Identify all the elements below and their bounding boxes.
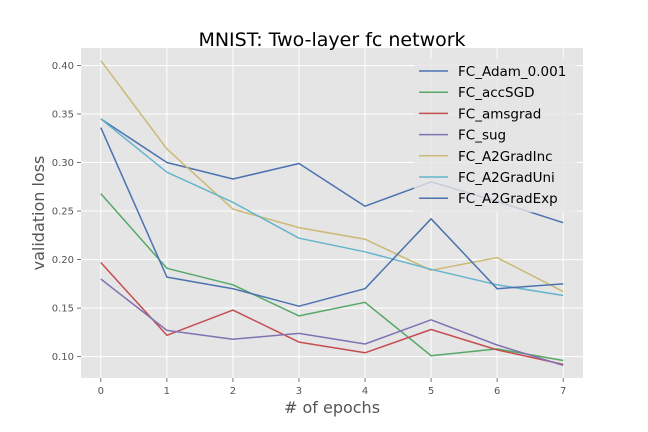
x-tick-label: 2 — [230, 386, 236, 397]
x-tick-label: 6 — [494, 386, 500, 397]
x-tick-label: 4 — [362, 386, 368, 397]
series-line-fc-sug — [100, 278, 564, 367]
x-tick-label: 3 — [296, 386, 302, 397]
legend-entry-label: FC_sug — [458, 128, 506, 144]
y-tick-label: 0.15 — [52, 304, 74, 315]
chart-title: MNIST: Two-layer fc network — [198, 29, 465, 51]
series-lines — [100, 60, 564, 367]
series-line-fc-amsgrad — [100, 261, 564, 366]
y-tick-label: 0.25 — [52, 207, 74, 218]
legend-entry-label: FC_Adam_0.001 — [458, 64, 566, 80]
legend-entry-label: FC_A2GradUni — [458, 170, 555, 186]
legend-entry-label: FC_accSGD — [458, 85, 535, 101]
y-tick-label: 0.30 — [52, 158, 74, 169]
series-line-fc-a2gradinc — [100, 60, 564, 293]
x-tick-label: 5 — [428, 386, 434, 397]
y-tick-labels: 0.10 0.15 0.20 0.25 0.30 0.35 0.40 — [52, 61, 81, 363]
series-line-fc-a2gradexp — [100, 127, 564, 307]
y-tick-label: 0.35 — [52, 110, 74, 121]
x-axis-label: # of epochs — [284, 398, 380, 417]
x-tick-label: 1 — [164, 386, 170, 397]
y-tick-label: 0.40 — [52, 61, 74, 72]
series-line-fc-a2graduni — [100, 118, 564, 297]
legend: FC_Adam_0.001 FC_accSGD FC_amsgrad FC_sug FC… — [414, 58, 577, 213]
legend-entry-label: FC_A2GradExp — [458, 191, 558, 207]
legend-entry-label: FC_A2GradInc — [458, 149, 553, 165]
y-tick-label: 0.20 — [52, 255, 74, 266]
legend-entry-label: FC_amsgrad — [458, 106, 541, 122]
y-axis-label: validation loss — [29, 156, 48, 271]
series-line-fc-accsgd — [100, 193, 564, 362]
x-tick-label: 0 — [98, 386, 104, 397]
x-tick-label: 7 — [560, 386, 566, 397]
y-tick-label: 0.10 — [52, 352, 74, 363]
x-tick-labels: 0 1 2 3 4 5 6 7 — [98, 378, 566, 397]
